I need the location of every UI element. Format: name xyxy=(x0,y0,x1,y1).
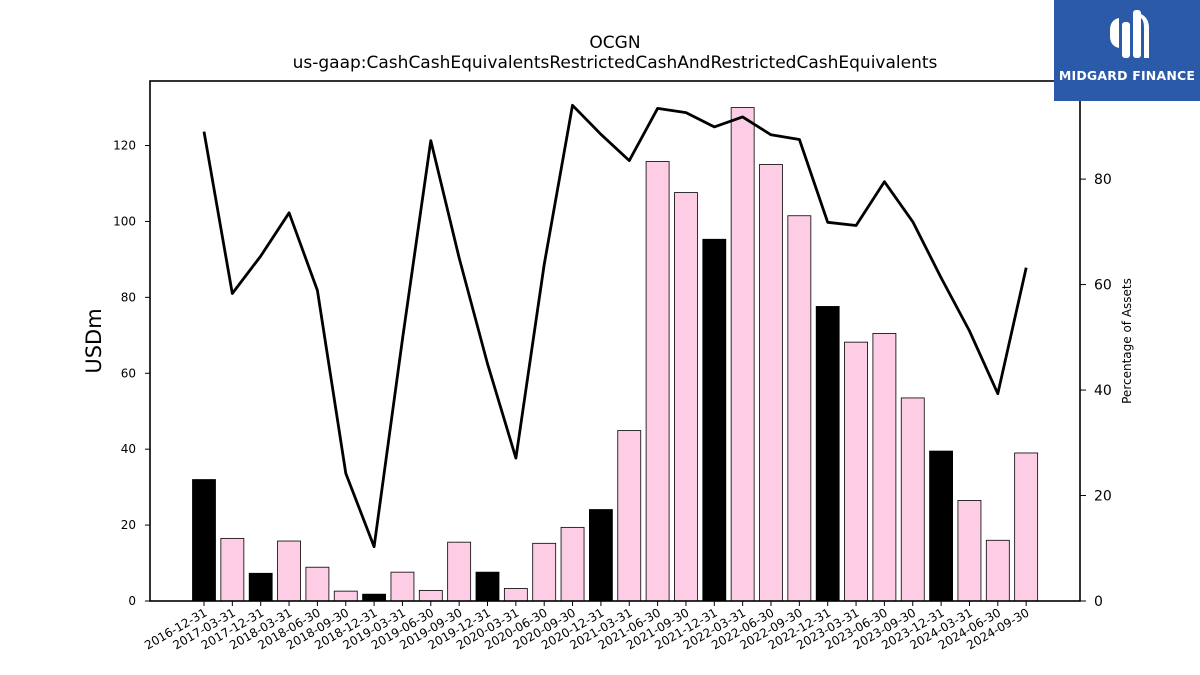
bar-2018-12-31 xyxy=(362,593,387,602)
midgard-finance-logo: MIDGARD FINANCE xyxy=(1054,0,1200,101)
bar-2021-03-31 xyxy=(617,430,642,602)
y-tick-label: 120 xyxy=(113,139,136,153)
bar-2018-09-30 xyxy=(333,590,358,602)
bar-2022-09-30 xyxy=(787,215,812,602)
bar-2017-03-31 xyxy=(220,537,245,602)
chart-title: OCGN xyxy=(589,33,640,53)
bar-2023-09-30 xyxy=(900,397,925,602)
bar-2023-06-30 xyxy=(872,333,897,602)
y2-tick-label: 0 xyxy=(1094,594,1103,610)
bar-2020-06-30 xyxy=(532,542,557,602)
percentage-line xyxy=(202,103,1028,549)
y2-axis-label: Percentage of Assets xyxy=(1120,278,1134,404)
bar-2024-06-30 xyxy=(985,539,1010,602)
bar-2021-06-30 xyxy=(645,161,670,602)
bar-2019-09-30 xyxy=(447,541,472,602)
y2-tick-label: 40 xyxy=(1094,383,1112,399)
bar-2020-09-30 xyxy=(560,526,585,602)
bar-2022-12-31 xyxy=(815,306,840,602)
bar-2019-12-31 xyxy=(475,571,500,602)
bar-2020-12-31 xyxy=(589,509,613,602)
bar-2020-03-31 xyxy=(503,588,528,602)
y-tick-label: 20 xyxy=(121,518,136,532)
bar-2024-09-30 xyxy=(1014,452,1039,602)
y-axis-right: 0 20 40 60 80 xyxy=(1080,172,1112,610)
y-tick-label: 0 xyxy=(128,594,136,608)
bar-2018-03-31 xyxy=(277,540,301,602)
bar-2021-09-30 xyxy=(674,192,698,602)
bar-2021-12-31 xyxy=(702,238,727,602)
y-axis-left: 0 20 40 60 80 100 120 xyxy=(113,139,150,608)
y-tick-label: 40 xyxy=(121,442,136,456)
bar-2023-12-31 xyxy=(929,450,953,602)
bar-2018-06-30 xyxy=(305,566,330,602)
logo-text: MIDGARD FINANCE xyxy=(1058,68,1196,83)
chart-subtitle: us-gaap:CashCashEquivalentsRestrictedCas… xyxy=(293,53,938,73)
y-tick-label: 60 xyxy=(121,366,136,380)
logo-mark-icon xyxy=(1110,10,1149,58)
line-series xyxy=(202,103,1028,549)
y-tick-label: 100 xyxy=(113,214,136,228)
plot-frame xyxy=(149,80,1081,602)
bar-2024-03-31 xyxy=(957,500,982,602)
y2-tick-label: 80 xyxy=(1094,172,1112,188)
bar-2019-06-30 xyxy=(418,589,443,602)
bar-2016-12-31 xyxy=(192,479,216,602)
y-tick-label: 80 xyxy=(121,290,136,304)
bar-2019-03-31 xyxy=(390,571,415,602)
bar-series xyxy=(192,107,1039,602)
y-axis-label: USDm xyxy=(82,308,106,373)
y2-tick-label: 60 xyxy=(1094,278,1112,294)
bar-2023-03-31 xyxy=(844,341,868,602)
bar-2022-03-31 xyxy=(730,107,755,602)
x-axis: 2016-12-312017-03-312017-12-312018-03-31… xyxy=(142,601,1032,652)
y2-tick-label: 20 xyxy=(1094,489,1112,505)
bar-2017-12-31 xyxy=(248,572,273,602)
bar-2022-06-30 xyxy=(759,164,783,602)
